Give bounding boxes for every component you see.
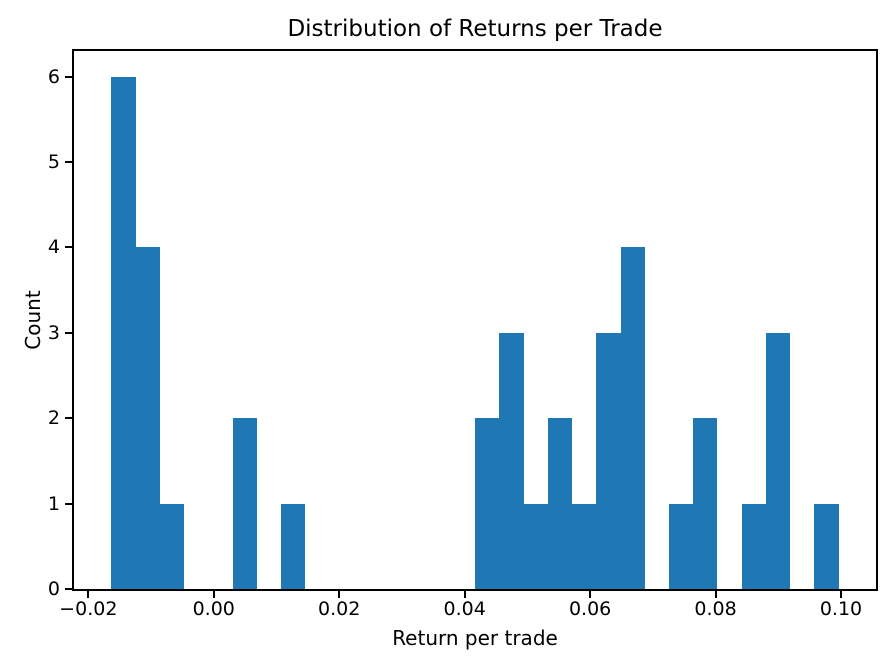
histogram-bar xyxy=(547,418,572,589)
histogram-bar xyxy=(620,247,645,589)
y-tick-label: 2 xyxy=(47,407,60,430)
histogram-bar xyxy=(111,76,136,589)
y-tick-label: 6 xyxy=(47,65,60,88)
x-tick-mark xyxy=(840,591,842,598)
x-tick-mark xyxy=(589,591,592,598)
x-axis-label: Return per trade xyxy=(392,626,558,650)
y-tick-label: 3 xyxy=(47,321,60,344)
x-tick-label: −0.02 xyxy=(59,598,118,620)
histogram-bar xyxy=(596,332,621,589)
histogram-bar xyxy=(135,247,160,589)
x-tick-label: 0.08 xyxy=(694,598,737,620)
chart-title: Distribution of Returns per Trade xyxy=(287,16,663,42)
x-tick-label: 0.06 xyxy=(568,598,612,620)
y-tick-mark xyxy=(65,246,72,249)
histogram-bar xyxy=(232,418,257,589)
y-tick-label: 1 xyxy=(47,492,60,515)
histogram-bar xyxy=(523,503,548,589)
y-tick-mark xyxy=(65,502,72,505)
y-tick-label: 4 xyxy=(47,236,60,259)
y-tick-label: 0 xyxy=(47,578,60,600)
histogram-bar xyxy=(499,332,524,589)
histogram-bar xyxy=(572,503,597,589)
x-tick-mark xyxy=(87,591,90,598)
histogram-bar xyxy=(741,503,766,589)
x-tick-mark xyxy=(338,591,341,598)
histogram-bar xyxy=(669,503,694,589)
y-tick-label: 5 xyxy=(47,151,60,174)
y-tick-mark xyxy=(65,417,72,420)
x-tick-mark xyxy=(463,591,466,598)
y-tick-mark xyxy=(65,161,72,164)
y-tick-mark xyxy=(65,331,72,334)
histogram-bar xyxy=(693,418,718,589)
x-tick-label: 0.04 xyxy=(443,598,486,620)
x-tick-mark xyxy=(714,591,717,598)
histogram-bar xyxy=(475,418,500,589)
histogram-bar xyxy=(281,503,306,589)
histogram-bar xyxy=(765,332,791,589)
plot-area xyxy=(72,49,878,591)
y-tick-mark xyxy=(65,588,72,590)
histogram-bar xyxy=(159,503,184,589)
x-tick-label: 0.10 xyxy=(819,598,863,620)
x-tick-mark xyxy=(212,591,215,598)
x-tick-label: 0.00 xyxy=(192,598,235,620)
histogram-bar xyxy=(814,503,839,589)
y-tick-mark xyxy=(65,75,72,78)
x-tick-label: 0.02 xyxy=(318,598,361,620)
